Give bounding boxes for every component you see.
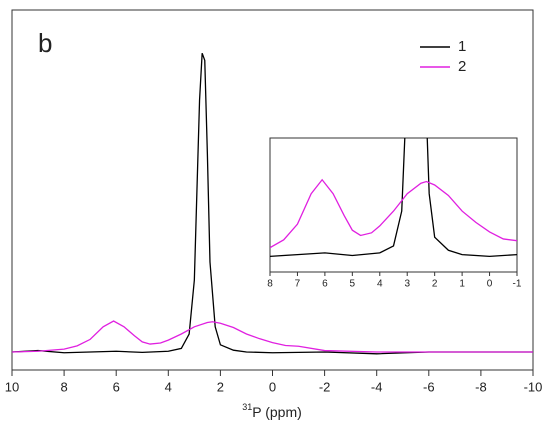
panel-label: b: [38, 28, 52, 58]
x-tick-label: 4: [165, 379, 172, 394]
series-line: [12, 52, 533, 355]
plot-frame: [269, 137, 518, 273]
x-tick-label: -8: [475, 379, 487, 394]
x-tick-label: 4: [377, 279, 383, 290]
x-tick-label: 8: [267, 279, 273, 290]
x-tick-label: 2: [217, 379, 224, 394]
x-axis-label-text: P (ppm): [252, 404, 302, 420]
x-tick-label: -1: [513, 279, 522, 290]
x-tick-label: -2: [319, 379, 331, 394]
x-tick-label: 0: [269, 379, 276, 394]
series-line: [270, 138, 517, 257]
x-tick-label: -10: [524, 379, 543, 394]
x-tick-label: 3: [404, 279, 410, 290]
x-tick-label: 6: [113, 379, 120, 394]
x-tick-label: 8: [60, 379, 67, 394]
x-tick-label: 10: [5, 379, 19, 394]
x-tick-label: 1: [459, 279, 465, 290]
legend-label: 1: [458, 38, 466, 55]
x-tick-label: 0: [487, 279, 493, 290]
x-axis-label-superscript: 31: [242, 402, 252, 412]
series-line: [12, 320, 533, 353]
x-axis-label: 31P (ppm): [242, 402, 302, 419]
x-tick-label: -6: [423, 379, 435, 394]
plot-frame: [11, 9, 534, 371]
x-tick-label: 2: [432, 279, 438, 290]
x-tick-label: 7: [295, 279, 301, 290]
series-line: [270, 178, 517, 249]
x-tick-label: 6: [322, 279, 328, 290]
x-tick-label: 5: [350, 279, 356, 290]
legend-label: 2: [458, 58, 466, 75]
x-tick-label: -4: [371, 379, 383, 394]
